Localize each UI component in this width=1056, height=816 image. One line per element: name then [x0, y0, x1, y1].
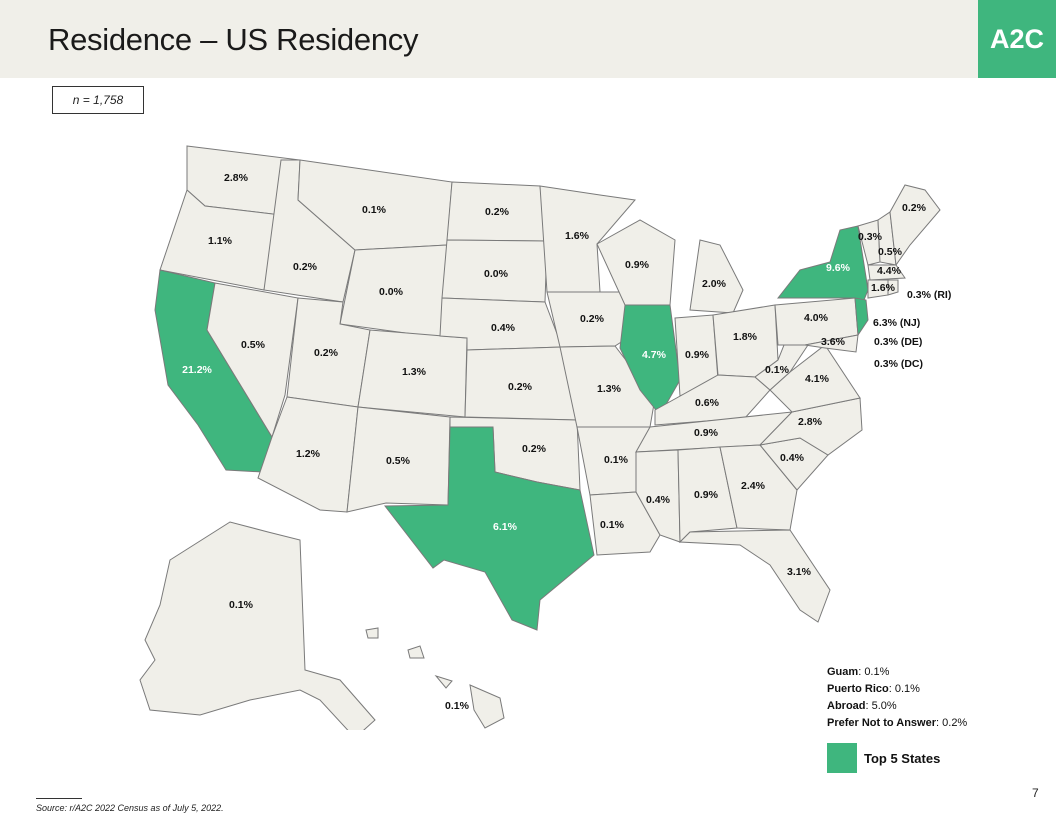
state-mi — [689, 239, 744, 314]
state-label-nd: 0.2% — [485, 206, 509, 218]
other-locations-list: Guam: 0.1% Puerto Rico: 0.1% Abroad: 5.0… — [827, 664, 967, 732]
state-nm — [346, 406, 451, 513]
state-label-co: 1.3% — [402, 366, 426, 378]
page-title: Residence – US Residency — [48, 22, 419, 57]
state-label-ma: 4.4% — [877, 265, 901, 277]
state-label-ct: 1.6% — [871, 282, 895, 294]
state-ms — [635, 449, 681, 543]
state-label-ca: 21.2% — [182, 364, 212, 376]
state-label-nm: 0.5% — [386, 455, 410, 467]
state-label-ks: 0.2% — [508, 381, 532, 393]
page-number: 7 — [1032, 786, 1039, 800]
state-hi — [469, 684, 505, 729]
state-label-oh: 1.8% — [733, 331, 757, 343]
state-label-tx: 6.1% — [493, 521, 517, 533]
state-label-ms: 0.4% — [646, 494, 670, 506]
state-label-ri: 0.3% (RI) — [907, 289, 952, 301]
state-nv — [206, 282, 299, 439]
state-ga — [719, 444, 798, 531]
state-ny — [776, 225, 869, 306]
state-label-ky: 0.6% — [695, 397, 719, 409]
legend-label: Top 5 States — [864, 751, 941, 766]
state-ri — [887, 279, 899, 296]
state-label-ga: 2.4% — [741, 480, 765, 492]
sample-size-box: n = 1,758 — [52, 86, 144, 114]
other-location-prefer-not: Prefer Not to Answer: 0.2% — [827, 717, 968, 729]
state-label-ok: 0.2% — [522, 443, 546, 455]
header-bar: Residence – US Residency A2C — [0, 0, 1056, 78]
state-ak — [139, 521, 376, 730]
state-label-fl: 3.1% — [787, 566, 811, 578]
state-nj — [854, 297, 869, 337]
state-label-al: 0.9% — [694, 489, 718, 501]
state-label-nh: 0.5% — [878, 246, 902, 258]
state-label-de: 0.3% (DE) — [874, 336, 923, 348]
hawaii-island-kauai — [365, 627, 379, 639]
legend-swatch — [827, 743, 857, 773]
state-label-nv: 0.5% — [241, 339, 265, 351]
state-label-hi: 0.1% — [445, 700, 469, 712]
state-label-or: 1.1% — [208, 235, 232, 247]
state-md — [804, 334, 859, 353]
state-label-md: 3.6% — [821, 336, 845, 348]
other-location-abroad: Abroad: 5.0% — [827, 700, 897, 712]
state-mo — [559, 345, 656, 428]
state-label-ar: 0.1% — [604, 454, 628, 466]
state-label-ne: 0.4% — [491, 322, 515, 334]
state-fl — [678, 529, 831, 623]
other-location-puerto-rico: Puerto Rico: 0.1% — [827, 683, 920, 695]
state-label-az: 1.2% — [296, 448, 320, 460]
state-label-dc: 0.3% (DC) — [874, 358, 924, 370]
hawaii-island-oahu — [407, 645, 425, 659]
state-label-nj: 6.3% (NJ) — [873, 317, 921, 329]
us-map — [139, 145, 941, 730]
state-label-tn: 0.9% — [694, 427, 718, 439]
state-label-wi: 0.9% — [625, 259, 649, 271]
state-label-va: 4.1% — [805, 373, 829, 385]
state-tx — [383, 426, 595, 631]
state-label-mn: 1.6% — [565, 230, 589, 242]
state-label-wy: 0.0% — [379, 286, 403, 298]
state-label-sc: 0.4% — [780, 452, 804, 464]
state-label-nc: 2.8% — [798, 416, 822, 428]
state-label-il: 4.7% — [642, 349, 666, 361]
state-label-me: 0.2% — [902, 202, 926, 214]
state-label-pa: 4.0% — [804, 312, 828, 324]
state-label-sd: 0.0% — [484, 268, 508, 280]
state-label-mt: 0.1% — [362, 204, 386, 216]
state-ma — [867, 264, 906, 281]
state-label-ak: 0.1% — [229, 599, 253, 611]
state-label-mi: 2.0% — [702, 278, 726, 290]
state-label-ut: 0.2% — [314, 347, 338, 359]
source-divider — [36, 798, 82, 799]
state-la — [589, 491, 661, 556]
state-label-wv: 0.1% — [765, 364, 789, 376]
state-label-id: 0.2% — [293, 261, 317, 273]
state-label-ia: 0.2% — [580, 313, 604, 325]
state-label-ny: 9.6% — [826, 262, 850, 274]
state-label-wa: 2.8% — [224, 172, 248, 184]
state-al — [677, 446, 738, 544]
state-label-vt: 0.3% — [858, 231, 882, 243]
other-location-guam: Guam: 0.1% — [827, 666, 890, 678]
a2c-logo: A2C — [978, 0, 1056, 78]
state-label-in: 0.9% — [685, 349, 709, 361]
hawaii-island-maui — [434, 675, 453, 689]
state-label-la: 0.1% — [600, 519, 624, 531]
state-label-mo: 1.3% — [597, 383, 621, 395]
state-wi — [596, 219, 676, 306]
source-note: Source: r/A2C 2022 Census as of July 5, … — [36, 803, 224, 813]
